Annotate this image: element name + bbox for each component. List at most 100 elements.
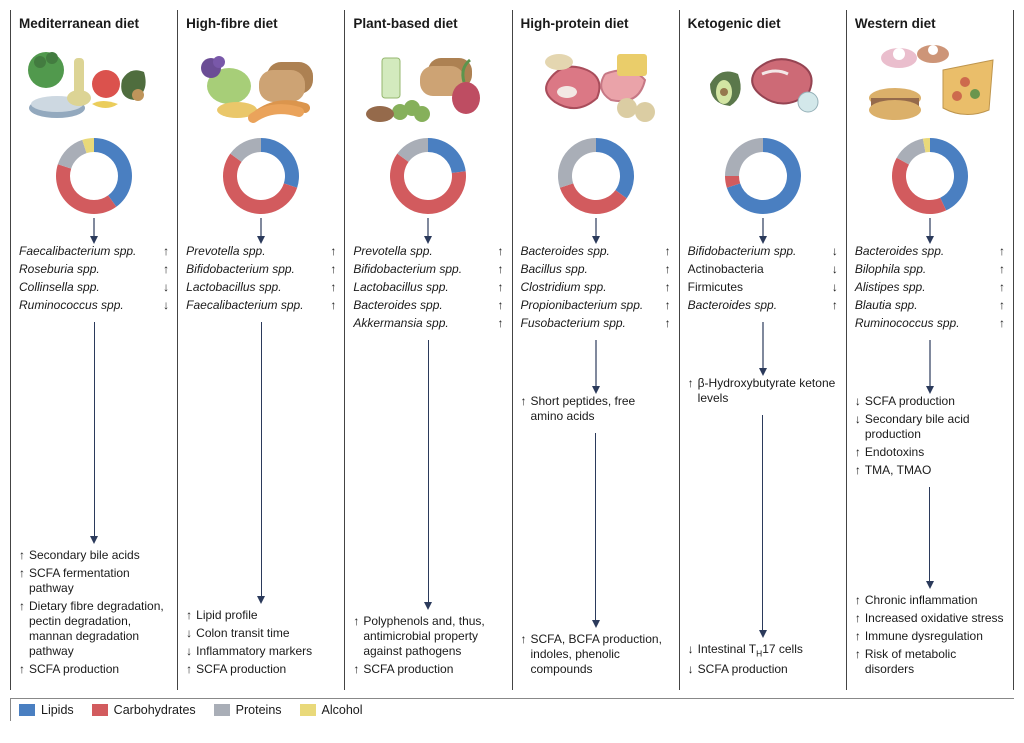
outcome-list: ↑Lipid profile ↓Colon transit time ↓Inflam…: [186, 608, 336, 680]
legend-item: Lipids: [19, 703, 74, 717]
bacteria-item: Bacillus spp.↑: [521, 262, 671, 277]
legend-label: Carbohydrates: [114, 703, 196, 717]
legend-label: Lipids: [41, 703, 74, 717]
macronutrient-donut: [353, 136, 503, 216]
diet-column: Plant-based diet Prevotella spp.↑Bifidob…: [344, 10, 511, 690]
bacteria-list: Bacteroides spp.↑ Bilophila spp.↑ Alistipe…: [855, 244, 1005, 334]
metabolite-list: ↑β-Hydroxybutyrate ketone levels: [688, 376, 838, 409]
bacteria-item: Blautia spp.↑: [855, 298, 1005, 313]
arrow-icon: [353, 218, 503, 244]
arrow-icon: [186, 322, 336, 604]
diet-title: High-protein diet: [521, 16, 671, 31]
bacteria-item: Bilophila spp.↑: [855, 262, 1005, 277]
food-illustration: [186, 37, 336, 132]
arrow-icon: [688, 415, 838, 638]
arrow-icon: [521, 218, 671, 244]
outcome-item: ↓SCFA production: [688, 662, 838, 677]
bacteria-item: Bifidobacterium spp.↑: [353, 262, 503, 277]
legend-swatch: [92, 704, 108, 716]
macronutrient-donut: [688, 136, 838, 216]
diet-title: Western diet: [855, 16, 1005, 31]
legend-swatch: [19, 704, 35, 716]
metabolite-item: ↓SCFA production: [855, 394, 1005, 409]
bacteria-item: Prevotella spp.↑: [353, 244, 503, 259]
outcome-item: ↑Polyphenols and, thus, antimicrobial pr…: [353, 614, 503, 659]
outcome-item: ↑Immune dysregulation: [855, 629, 1005, 644]
outcome-item: ↑SCFA production: [353, 662, 503, 677]
bacteria-item: Bacteroides spp.↑: [688, 298, 838, 313]
bacteria-item: Faecalibacterium spp.↑: [19, 244, 169, 259]
macronutrient-donut: [19, 136, 169, 216]
outcome-item: ↑Secondary bile acids: [19, 548, 169, 563]
macronutrient-donut: [186, 136, 336, 216]
food-illustration: [855, 37, 1005, 132]
legend-swatch: [214, 704, 230, 716]
food-illustration: [688, 37, 838, 132]
diet-title: Ketogenic diet: [688, 16, 838, 31]
outcome-item: ↑Chronic inflammation: [855, 593, 1005, 608]
bacteria-item: Roseburia spp.↑: [19, 262, 169, 277]
outcome-list: ↑Polyphenols and, thus, antimicrobial pr…: [353, 614, 503, 680]
macronutrient-donut: [855, 136, 1005, 216]
food-illustration: [19, 37, 169, 132]
outcome-item: ↓Intestinal TH17 cells: [688, 642, 838, 659]
bacteria-item: Bifidobacterium spp.↑: [186, 262, 336, 277]
outcome-item: ↑SCFA, BCFA production, indoles, phenoli…: [521, 632, 671, 677]
arrow-icon: [688, 322, 838, 376]
macronutrient-donut: [521, 136, 671, 216]
bacteria-item: Bacteroides spp.↑: [855, 244, 1005, 259]
outcome-item: ↑Lipid profile: [186, 608, 336, 623]
bacteria-list: Prevotella spp.↑ Bifidobacterium spp.↑ Lac…: [186, 244, 336, 316]
bacteria-item: Akkermansia spp.↑: [353, 316, 503, 331]
metabolite-item: ↑Endotoxins: [855, 445, 1005, 460]
bacteria-item: Actinobacteria↓: [688, 262, 838, 277]
outcome-item: ↓Inflammatory markers: [186, 644, 336, 659]
outcome-item: ↑Risk of metabolic disorders: [855, 647, 1005, 677]
bacteria-item: Ruminococcus spp.↑: [855, 316, 1005, 331]
bacteria-list: Faecalibacterium spp.↑ Roseburia spp.↑ Col…: [19, 244, 169, 316]
legend-item: Carbohydrates: [92, 703, 196, 717]
arrow-icon: [521, 433, 671, 628]
arrow-icon: [688, 218, 838, 244]
bacteria-item: Propionibacterium spp.↑: [521, 298, 671, 313]
food-illustration: [521, 37, 671, 132]
outcome-list: ↑Secondary bile acids↑SCFA fermentation …: [19, 548, 169, 680]
bacteria-item: Firmicutes↓: [688, 280, 838, 295]
diet-column: Mediterranean diet Faecalibacterium spp.…: [10, 10, 177, 690]
diet-title: High-fibre diet: [186, 16, 336, 31]
outcome-list: ↓Intestinal TH17 cells ↓SCFA production: [688, 642, 838, 680]
bacteria-item: Lactobacillus spp.↑: [186, 280, 336, 295]
bacteria-list: Prevotella spp.↑ Bifidobacterium spp.↑ Lac…: [353, 244, 503, 334]
diet-title: Mediterranean diet: [19, 16, 169, 31]
outcome-item: ↑SCFA production: [19, 662, 169, 677]
bacteria-item: Bacteroides spp.↑: [353, 298, 503, 313]
bacteria-item: Alistipes spp.↑: [855, 280, 1005, 295]
outcome-item: ↑SCFA production: [186, 662, 336, 677]
metabolite-item: ↑Short peptides, free amino acids: [521, 394, 671, 424]
diet-column: High-fibre diet Prevotella spp.↑ Bifidoba…: [177, 10, 344, 690]
bacteria-list: Bacteroides spp.↑Bacillus spp.↑Clostridi…: [521, 244, 671, 334]
bacteria-item: Bacteroides spp.↑: [521, 244, 671, 259]
bacteria-item: Collinsella spp.↓: [19, 280, 169, 295]
metabolite-item: ↓Secondary bile acid production: [855, 412, 1005, 442]
metabolite-list: ↓SCFA production ↓Secondary bile acid pro…: [855, 394, 1005, 481]
outcome-list: ↑SCFA, BCFA production, indoles, phenoli…: [521, 632, 671, 680]
bacteria-item: Prevotella spp.↑: [186, 244, 336, 259]
food-illustration: [353, 37, 503, 132]
bacteria-list: Bifidobacterium spp.↓Actinobacteria↓Firm…: [688, 244, 838, 316]
outcome-item: ↑Increased oxidative stress: [855, 611, 1005, 626]
diet-column: Ketogenic diet Bifidobacterium spp.↓Acti…: [679, 10, 846, 690]
arrow-icon: [521, 340, 671, 394]
arrow-icon: [186, 218, 336, 244]
outcome-list: ↑Chronic inflammation ↑Increased oxidativ…: [855, 593, 1005, 680]
bacteria-item: Faecalibacterium spp.↑: [186, 298, 336, 313]
arrow-icon: [19, 218, 169, 244]
bacteria-item: Lactobacillus spp.↑: [353, 280, 503, 295]
outcome-item: ↓Colon transit time: [186, 626, 336, 641]
diet-column: Western diet Bacteroides spp.↑ Bilophila …: [846, 10, 1013, 690]
diet-grid: Mediterranean diet Faecalibacterium spp.…: [10, 10, 1014, 690]
arrow-icon: [855, 218, 1005, 244]
metabolite-item: ↑TMA, TMAO: [855, 463, 1005, 478]
metabolite-item: ↑β-Hydroxybutyrate ketone levels: [688, 376, 838, 406]
legend-label: Alcohol: [322, 703, 363, 717]
